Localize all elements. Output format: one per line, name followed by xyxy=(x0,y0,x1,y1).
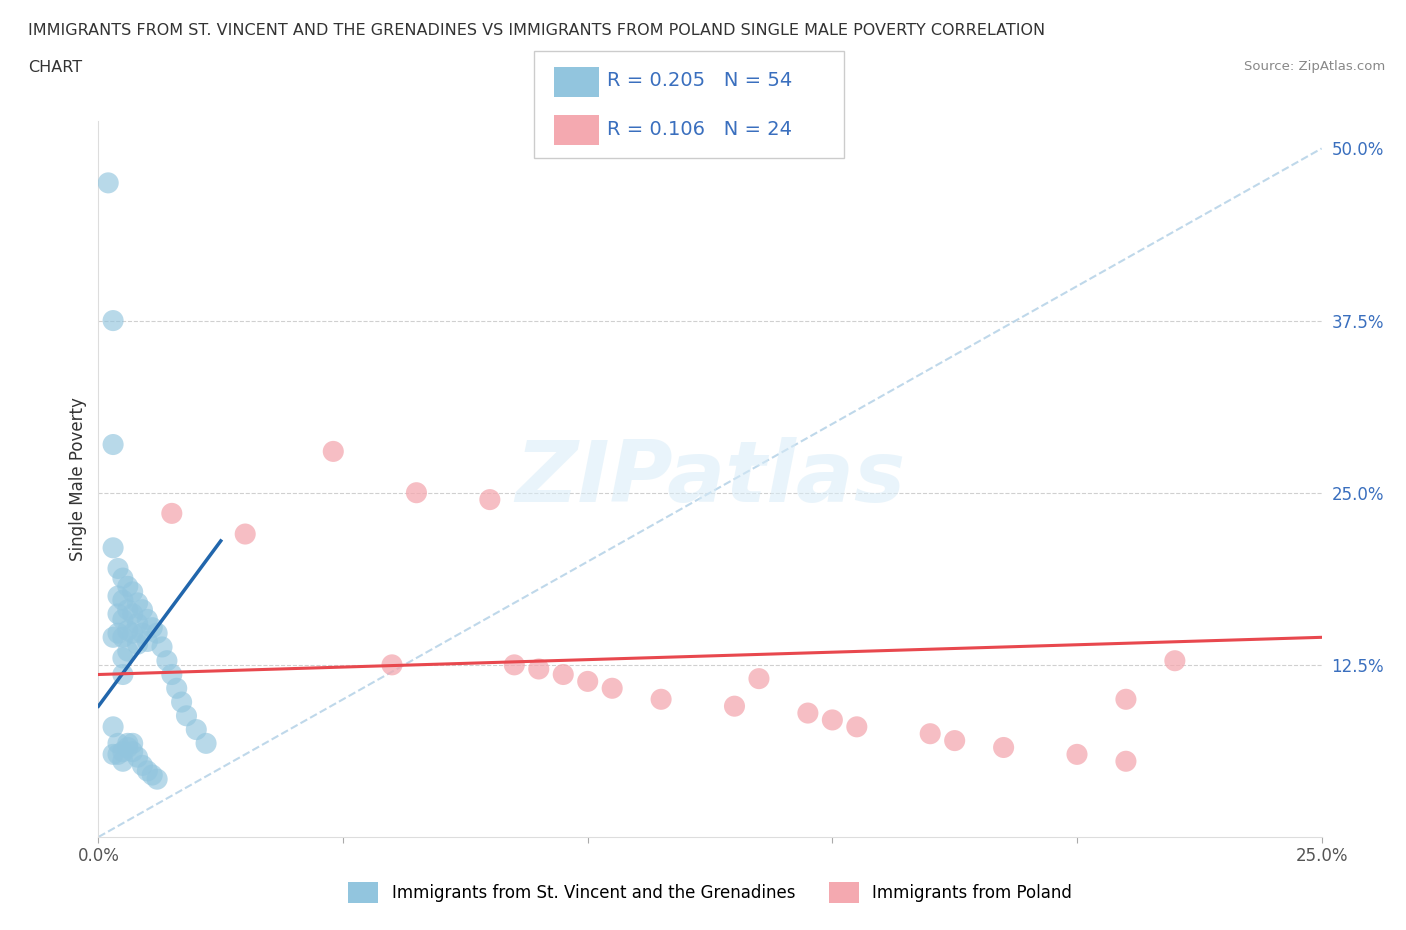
Legend: Immigrants from St. Vincent and the Grenadines, Immigrants from Poland: Immigrants from St. Vincent and the Gren… xyxy=(340,874,1080,911)
Point xyxy=(650,692,672,707)
Point xyxy=(121,584,143,599)
Point xyxy=(131,603,153,618)
Text: R = 0.205   N = 54: R = 0.205 N = 54 xyxy=(607,72,793,90)
Point xyxy=(107,589,129,604)
Point xyxy=(101,437,124,452)
Point xyxy=(150,640,173,655)
Text: Source: ZipAtlas.com: Source: ZipAtlas.com xyxy=(1244,60,1385,73)
Point xyxy=(111,612,134,627)
Point xyxy=(136,764,159,778)
Point xyxy=(107,747,129,762)
Point xyxy=(131,758,153,773)
Point xyxy=(136,612,159,627)
Point xyxy=(127,616,149,631)
Point xyxy=(127,595,149,610)
Point xyxy=(127,750,149,764)
Point xyxy=(101,747,124,762)
Point xyxy=(156,653,179,668)
Point xyxy=(797,706,820,721)
Point xyxy=(107,736,129,751)
Point xyxy=(1066,747,1088,762)
Point xyxy=(131,626,153,641)
Point xyxy=(107,626,129,641)
Point xyxy=(576,674,599,689)
Point xyxy=(97,176,120,191)
Point xyxy=(845,720,868,735)
Point xyxy=(141,620,163,635)
Point xyxy=(503,658,526,672)
Point xyxy=(111,744,134,759)
Y-axis label: Single Male Poverty: Single Male Poverty xyxy=(69,397,87,561)
Point xyxy=(381,658,404,672)
Point xyxy=(478,492,501,507)
Point xyxy=(117,623,139,638)
Point xyxy=(920,726,942,741)
Point xyxy=(107,606,129,621)
Point xyxy=(117,578,139,594)
Point xyxy=(1164,653,1187,668)
Point xyxy=(101,630,124,644)
Point xyxy=(146,626,169,641)
Point xyxy=(121,744,143,759)
Point xyxy=(233,526,256,541)
Point xyxy=(186,722,208,737)
Point xyxy=(527,661,550,676)
Point xyxy=(117,740,139,755)
Point xyxy=(127,637,149,652)
Point xyxy=(136,634,159,649)
Point xyxy=(117,644,139,658)
Point xyxy=(821,712,844,727)
Point xyxy=(111,571,134,586)
Text: ZIPatlas: ZIPatlas xyxy=(515,437,905,521)
Point xyxy=(117,736,139,751)
Point xyxy=(121,736,143,751)
Point xyxy=(160,506,183,521)
Point xyxy=(111,592,134,607)
Point xyxy=(101,313,124,328)
Point xyxy=(723,698,745,713)
Point xyxy=(101,540,124,555)
Point xyxy=(1115,754,1137,769)
Point xyxy=(111,667,134,682)
Point xyxy=(176,709,198,724)
Point xyxy=(166,681,188,696)
Point xyxy=(405,485,427,500)
Point xyxy=(111,754,134,769)
Point xyxy=(748,671,770,686)
Point xyxy=(121,606,143,621)
Point xyxy=(600,681,623,696)
Point xyxy=(111,651,134,666)
Point xyxy=(107,561,129,576)
Point xyxy=(121,626,143,641)
Point xyxy=(943,733,966,748)
Point xyxy=(322,444,344,458)
Text: CHART: CHART xyxy=(28,60,82,75)
Point xyxy=(195,736,218,751)
Point xyxy=(170,695,193,710)
Point xyxy=(117,603,139,618)
Point xyxy=(111,630,134,644)
Point xyxy=(1115,692,1137,707)
Text: IMMIGRANTS FROM ST. VINCENT AND THE GRENADINES VS IMMIGRANTS FROM POLAND SINGLE : IMMIGRANTS FROM ST. VINCENT AND THE GREN… xyxy=(28,23,1045,38)
Point xyxy=(160,667,183,682)
Text: R = 0.106   N = 24: R = 0.106 N = 24 xyxy=(607,120,793,139)
Point xyxy=(101,720,124,735)
Point xyxy=(553,667,575,682)
Point xyxy=(141,767,163,782)
Point xyxy=(993,740,1015,755)
Point xyxy=(146,772,169,787)
